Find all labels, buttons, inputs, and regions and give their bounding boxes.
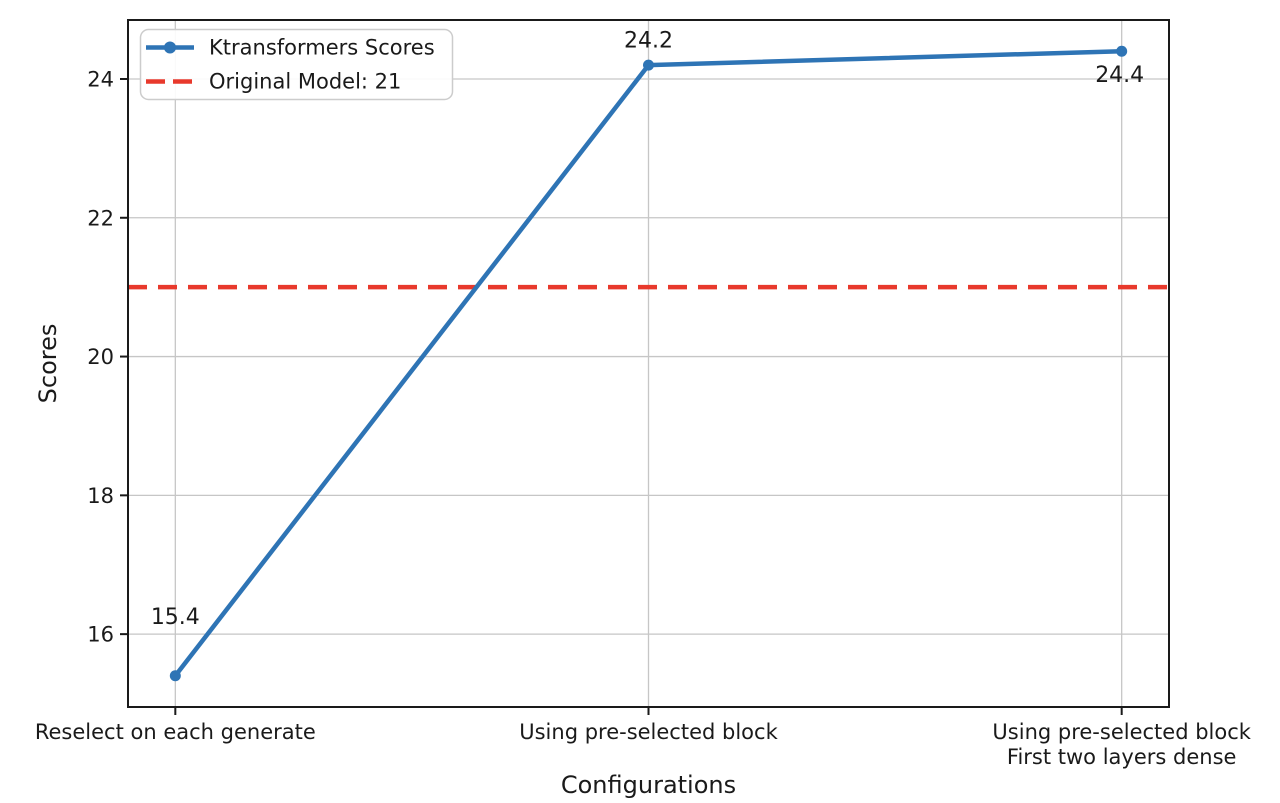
y-tick-label: 24 [87,67,114,91]
x-tick-label: Using pre-selected block [519,720,778,744]
y-axis-title: Scores [34,324,62,404]
y-tick-label: 20 [87,345,114,369]
legend: Ktransformers Scores Original Model: 21 [139,28,454,101]
legend-reference-label: Original Model: 21 [209,70,401,94]
y-tick-label: 22 [87,206,114,230]
data-point-label: 24.4 [1095,63,1144,88]
data-point-marker [643,59,654,71]
data-point-label: 24.2 [624,29,673,54]
legend-box [139,28,454,101]
legend-series-marker [164,41,176,54]
x-axis-title: Configurations [561,771,736,799]
y-tick-label: 16 [87,623,114,647]
data-point-label: 15.4 [151,605,200,630]
plot-layers: 16 18 20 22 24 Reselect on each generate Using… [35,19,1252,769]
x-tick-label: First two layers dense [1007,745,1237,769]
x-tick-label: Reselect on each generate [35,720,316,744]
x-tick-label: Using pre-selected block [992,720,1251,744]
data-point-marker [169,670,181,682]
data-point-marker [1116,45,1128,57]
legend-series-label: Ktransformers Scores [209,36,435,60]
y-tick-label: 18 [87,484,114,508]
